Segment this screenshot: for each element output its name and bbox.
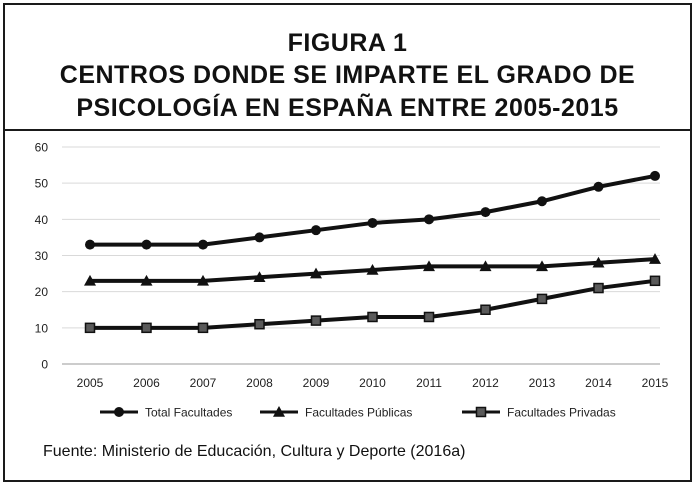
series-3-point-2005: [84, 322, 96, 334]
y-tick-label-50: 50: [35, 177, 49, 191]
y-tick-label-10: 10: [35, 321, 49, 335]
series-3-point-2009: [310, 315, 322, 326]
legend-swatch-marker-1: [114, 407, 124, 417]
series-3-point-2013: [536, 293, 548, 305]
figure-title-line-2: PSICOLOGÍA EN ESPAÑA ENTRE 2005-2015: [76, 94, 619, 122]
x-tick-label-2013: 2013: [529, 376, 556, 390]
series-line-1: [90, 173, 656, 247]
series-3-point-2006: [141, 322, 152, 334]
series-2-point-2012: [479, 260, 492, 272]
series-1-point-2013: [537, 196, 547, 207]
legend-label-1: Total Facultades: [145, 406, 232, 420]
figure-source: Fuente: Ministerio de Educación, Cultura…: [43, 443, 466, 460]
y-tick-label-40: 40: [35, 213, 49, 227]
series-1-point-2014: [593, 181, 604, 192]
legend-item-3: Facultades Privadas: [462, 406, 616, 420]
series-2-point-2014: [592, 256, 605, 268]
series-1-point-2007: [198, 239, 208, 250]
y-tick-label-0: 0: [41, 358, 48, 372]
x-tick-label-2012: 2012: [472, 376, 499, 390]
legend-label-2: Facultades Públicas: [305, 406, 412, 420]
series-3-point-2010: [367, 311, 378, 323]
axis-layer: 0 10 20 30 40 50 60 2005 2006 2007 2008 2009 2010 201…: [35, 141, 669, 391]
series-2: [84, 253, 661, 286]
series-1-point-2015: [650, 170, 660, 181]
series-1-point-2006: [141, 239, 152, 250]
series-3-point-2011: [423, 311, 435, 323]
legend-swatch-marker-2: [273, 406, 285, 417]
y-tick-label-60: 60: [35, 141, 49, 155]
y-tick-label-30: 30: [35, 249, 49, 263]
series-3-point-2008: [254, 318, 265, 330]
series-2-point-2011: [423, 260, 435, 272]
figure-header: FIGURA 1 CENTROS DONDE SE IMPARTE EL GRA…: [5, 5, 690, 131]
series-1-point-2008: [254, 232, 265, 243]
series-3-point-2015: [649, 275, 661, 287]
x-tick-label-2015: 2015: [642, 376, 669, 390]
figure-title-line-1: CENTROS DONDE SE IMPARTE EL GRADO DE: [59, 61, 636, 89]
x-tick-label-2008: 2008: [246, 376, 273, 390]
series-1: [85, 170, 660, 250]
series-2-point-2010: [366, 263, 379, 275]
x-tick-label-2007: 2007: [190, 376, 217, 390]
series-1-point-2005: [85, 239, 95, 250]
series-2-point-2007: [197, 274, 209, 286]
series-1-point-2011: [424, 214, 434, 225]
figure-frame: FIGURA 1 CENTROS DONDE SE IMPARTE EL GRA…: [3, 3, 692, 482]
series-2-point-2015: [649, 253, 661, 264]
series-layer: [84, 170, 661, 334]
x-tick-label-2011: 2011: [416, 376, 442, 390]
series-1-point-2009: [311, 225, 321, 236]
series-3: [84, 275, 661, 334]
x-tick-label-2010: 2010: [359, 376, 386, 390]
y-tick-label-20: 20: [35, 285, 49, 299]
series-2-point-2013: [536, 260, 548, 272]
x-tick-label-2014: 2014: [585, 376, 612, 390]
legend-item-1: Total Facultades: [100, 406, 232, 420]
legend-label-3: Facultades Privadas: [507, 406, 616, 420]
series-1-point-2012: [480, 207, 491, 218]
legend-swatch-marker-3: [475, 406, 487, 418]
figure-number: FIGURA 1: [287, 29, 408, 57]
legend-layer: Total Facultades Facultades Públicas Facul…: [100, 406, 616, 420]
series-2-point-2009: [310, 267, 322, 279]
series-2-point-2006: [140, 274, 153, 286]
series-2-point-2008: [253, 271, 266, 282]
x-tick-label-2005: 2005: [77, 376, 104, 390]
x-tick-label-2009: 2009: [303, 376, 330, 390]
legend-item-2: Facultades Públicas: [260, 406, 412, 420]
x-tick-label-2006: 2006: [133, 376, 160, 390]
series-3-point-2012: [480, 304, 491, 315]
series-2-point-2005: [84, 274, 96, 286]
series-3-point-2014: [593, 282, 604, 294]
series-3-point-2007: [197, 322, 209, 334]
series-1-point-2010: [367, 217, 378, 228]
